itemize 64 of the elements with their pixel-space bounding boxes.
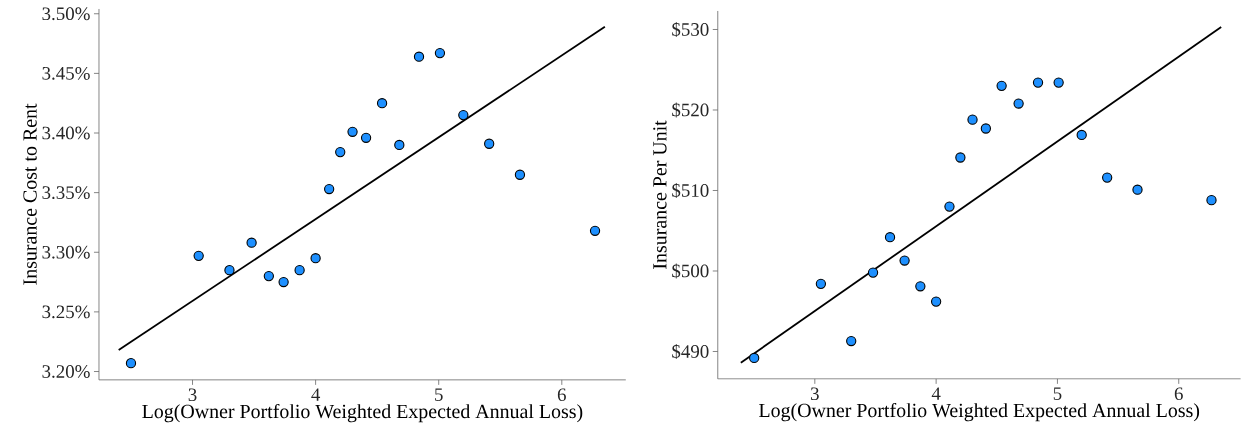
x-tick-label: 4 bbox=[311, 388, 321, 401]
y-axis-title: Insurance Cost to Rent bbox=[23, 103, 37, 285]
point bbox=[589, 225, 601, 237]
point bbox=[193, 250, 204, 262]
point bbox=[376, 98, 388, 109]
point bbox=[278, 277, 289, 288]
point bbox=[1053, 77, 1064, 88]
x-tick-label: 4 bbox=[931, 387, 941, 400]
point bbox=[360, 132, 372, 143]
point bbox=[980, 123, 992, 134]
point bbox=[246, 237, 257, 248]
point bbox=[884, 232, 896, 243]
x-tick-label: 3 bbox=[188, 388, 197, 402]
x-tick-label: 3 bbox=[811, 387, 819, 401]
point bbox=[1076, 129, 1087, 141]
y-axis-title: Insurance Per Unit bbox=[653, 120, 667, 269]
point bbox=[458, 110, 469, 121]
point bbox=[294, 265, 305, 276]
point bbox=[335, 147, 346, 158]
point bbox=[263, 271, 274, 282]
y-tick-label: 3.45% bbox=[42, 67, 90, 80]
x-tick-label: 5 bbox=[1053, 387, 1062, 401]
y-tick-label: $500 bbox=[672, 263, 709, 279]
point bbox=[749, 352, 760, 364]
point bbox=[484, 138, 495, 149]
point bbox=[347, 126, 358, 138]
y-tick-label: 3.35% bbox=[42, 186, 90, 200]
point bbox=[224, 265, 235, 276]
point bbox=[394, 139, 405, 151]
y-tick-label: 3.30% bbox=[42, 245, 90, 259]
y-tick-label: 3.40% bbox=[42, 126, 90, 140]
point bbox=[1013, 98, 1024, 109]
x-tick-label: 6 bbox=[557, 388, 566, 402]
x-tick-label: 5 bbox=[435, 388, 443, 402]
point bbox=[1206, 195, 1217, 206]
y-tick-label: $530 bbox=[672, 22, 709, 38]
y-tick-label: 3.20% bbox=[42, 365, 90, 379]
x-axis-title: Log(Owner Portfolio Weighted Expected Annual Loss) bbox=[142, 404, 583, 423]
y-tick-label: $490 bbox=[672, 344, 709, 360]
point bbox=[846, 335, 857, 347]
point bbox=[413, 51, 425, 62]
point bbox=[1032, 77, 1044, 88]
point bbox=[899, 255, 910, 266]
point bbox=[867, 267, 879, 278]
y-tick-label: $520 bbox=[672, 102, 709, 118]
y-tick-label: 3.25% bbox=[42, 305, 90, 319]
point bbox=[996, 80, 1007, 92]
y-tick-label: $510 bbox=[672, 183, 709, 199]
point bbox=[125, 358, 137, 369]
point bbox=[930, 296, 942, 307]
point bbox=[915, 281, 926, 292]
point bbox=[944, 201, 955, 212]
point bbox=[310, 253, 321, 264]
point bbox=[434, 48, 446, 59]
point bbox=[324, 183, 335, 195]
point bbox=[1102, 172, 1113, 183]
x-axis-title: Log(Owner Portfolio Weighted Expected Annual Loss) bbox=[759, 403, 1200, 422]
point bbox=[1132, 184, 1143, 195]
point bbox=[955, 152, 966, 163]
point bbox=[514, 169, 526, 180]
point bbox=[815, 278, 827, 290]
point bbox=[967, 114, 978, 125]
x-tick-label: 6 bbox=[1174, 387, 1183, 401]
y-tick-label: 3.50% bbox=[42, 7, 90, 21]
